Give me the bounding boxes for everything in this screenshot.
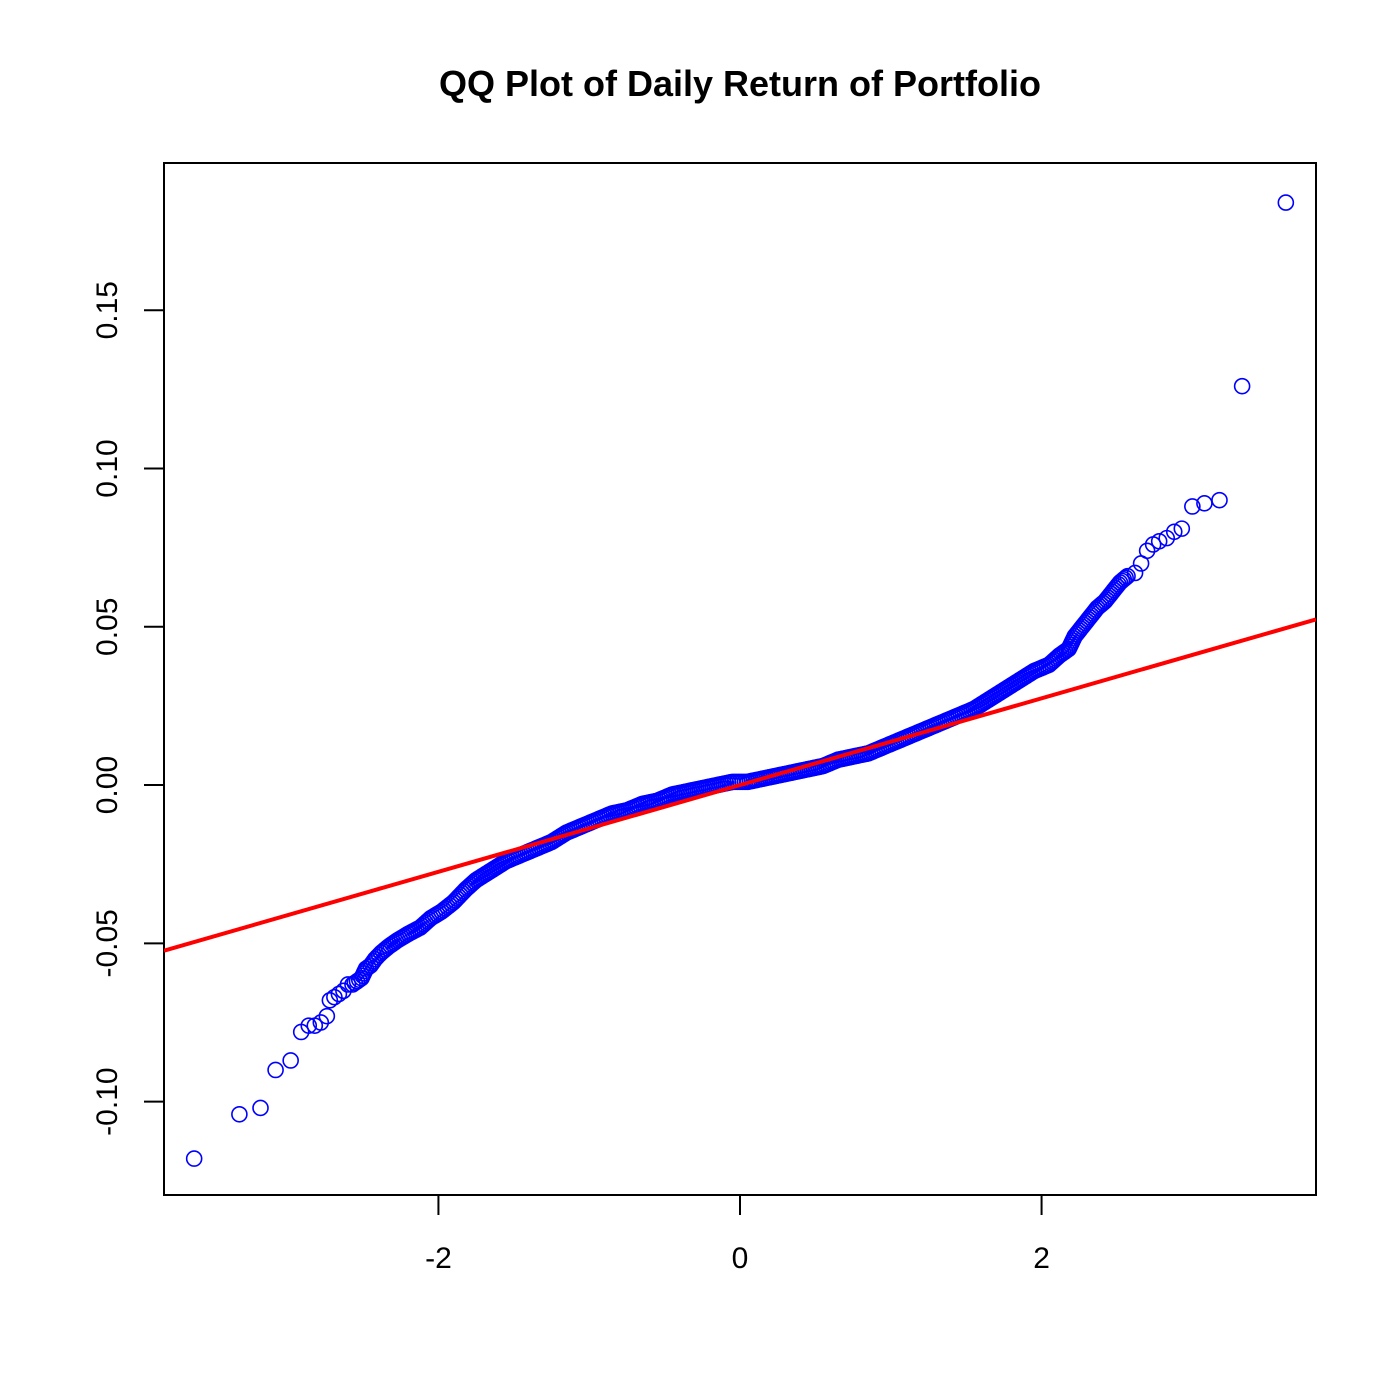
- qq-point: [1150, 532, 1168, 550]
- qq-point: [1119, 567, 1136, 585]
- qq-point: [231, 1105, 248, 1123]
- y-tick-label: 0.15: [91, 281, 124, 339]
- qq-point: [252, 1099, 269, 1117]
- qq-reference-line: [164, 617, 1316, 953]
- qq-point: [312, 1014, 330, 1031]
- qq-point: [339, 976, 357, 993]
- qq-point: [1138, 542, 1156, 560]
- qq-point: [326, 988, 343, 1006]
- y-tick-label: 0.05: [91, 598, 124, 656]
- qq-point: [1233, 377, 1251, 395]
- plot-frame: [163, 162, 1317, 1196]
- qq-point: [1117, 569, 1134, 587]
- x-tick-label: 0: [732, 1242, 749, 1275]
- qq-point: [300, 1017, 318, 1034]
- x-axis: -2 0 2: [425, 1194, 1050, 1275]
- qq-point: [282, 1052, 299, 1069]
- points-layer: [185, 194, 1295, 1167]
- qq-point: [1277, 194, 1295, 211]
- y-tick-label: -0.10: [91, 1067, 124, 1135]
- qq-point: [321, 992, 339, 1009]
- y-tick-label: -0.05: [91, 909, 124, 977]
- y-tick-label: 0.10: [91, 439, 124, 497]
- reference-line-layer: [164, 617, 1316, 953]
- qq-point: [318, 1007, 336, 1025]
- chart-title: QQ Plot of Daily Return of Portfolio: [439, 63, 1041, 104]
- y-tick-label: 0.00: [91, 756, 124, 814]
- x-tick-label: 2: [1033, 1242, 1050, 1275]
- x-tick-label: -2: [425, 1242, 452, 1275]
- qq-point: [1211, 491, 1228, 509]
- qq-point: [1184, 498, 1201, 515]
- qq-point: [185, 1150, 203, 1167]
- qq-point: [267, 1061, 284, 1079]
- qq-point: [1126, 564, 1144, 582]
- qq-point: [1113, 572, 1131, 590]
- qq-point: [1165, 523, 1183, 541]
- qq-point: [330, 985, 348, 1003]
- qq-point: [1173, 520, 1191, 537]
- y-axis: -0.10 -0.05 0.00 0.05 0.10 0.15: [91, 281, 165, 1136]
